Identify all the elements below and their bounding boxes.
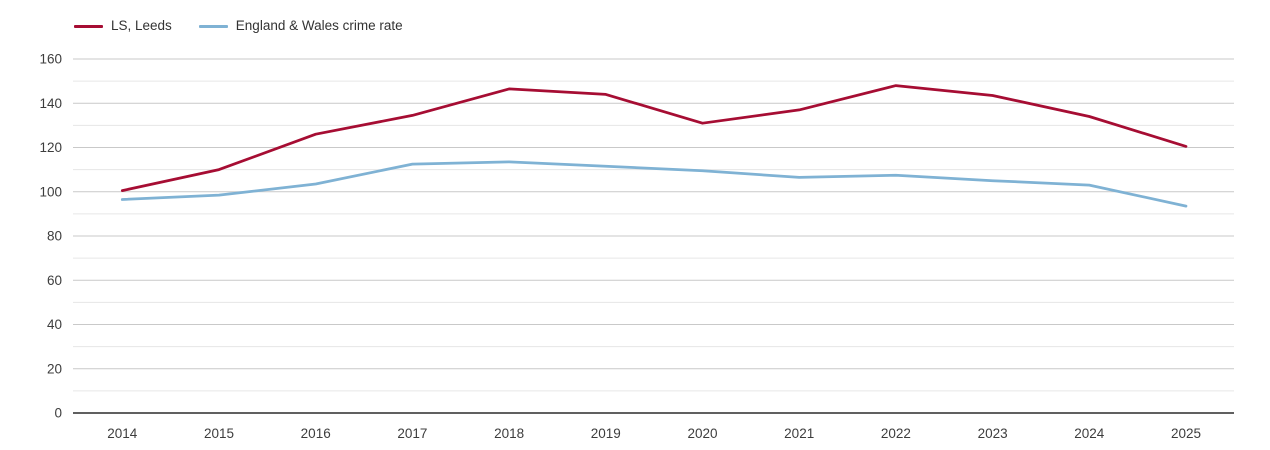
x-axis-tick-label: 2019 (591, 426, 621, 441)
x-axis-tick-label: 2025 (1171, 426, 1201, 441)
legend-label-england-wales: England & Wales crime rate (235, 18, 403, 33)
x-axis-tick-label: 2023 (978, 426, 1008, 441)
y-axis-tick-label: 160 (39, 52, 62, 67)
x-axis-tick-label: 2020 (687, 426, 717, 441)
legend-item-ls-leeds: LS, Leeds (74, 18, 172, 34)
series-line-ls-leeds (120, 84, 1188, 192)
series-line-england-wales (120, 160, 1188, 208)
y-axis-tick-label: 40 (47, 317, 62, 332)
legend-item-england-wales: England & Wales crime rate (198, 18, 403, 34)
x-axis-tick-label: 2016 (301, 426, 331, 441)
y-axis-tick-label: 20 (47, 361, 62, 376)
legend-line-swatch-red (74, 24, 103, 28)
y-axis-tick-label: 0 (54, 406, 62, 421)
y-axis-tick-label: 80 (47, 229, 62, 244)
y-axis-tick-label: 140 (39, 96, 62, 111)
x-axis-tick-label: 2021 (784, 426, 814, 441)
y-axis-tick-label: 120 (39, 140, 62, 155)
x-axis-tick-label: 2015 (204, 426, 234, 441)
legend-line-swatch-blue (198, 24, 228, 28)
x-axis-tick-label: 2018 (494, 426, 524, 441)
y-axis-tick-label: 60 (47, 273, 62, 288)
x-axis-tick-label: 2024 (1074, 426, 1105, 441)
x-axis-tick-label: 2014 (107, 426, 138, 441)
chart-legend: LS, Leeds England & Wales crime rate (74, 18, 403, 34)
legend-label-ls-leeds: LS, Leeds (111, 18, 172, 33)
y-axis-tick-label: 100 (39, 184, 62, 199)
x-axis-tick-label: 2022 (881, 426, 911, 441)
x-axis-tick-label: 2017 (397, 426, 427, 441)
